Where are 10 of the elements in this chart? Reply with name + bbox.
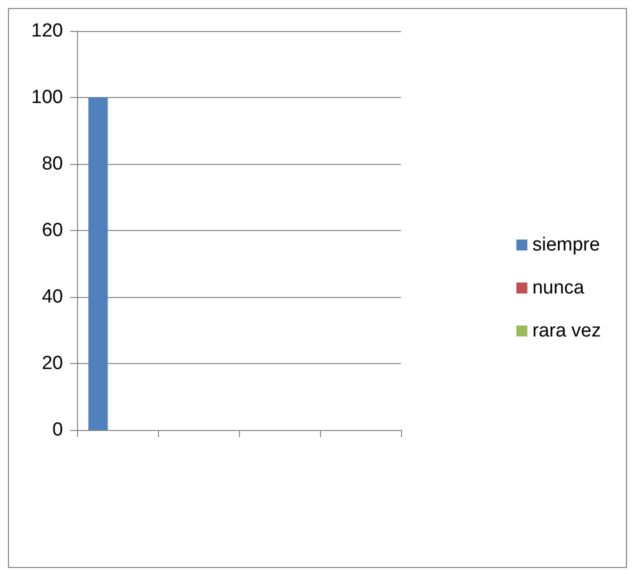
y-tick-label: 80 (42, 154, 63, 174)
y-tick-label: 20 (42, 353, 63, 374)
y-tick-label: 100 (31, 87, 63, 108)
legend-label: rara vez (532, 320, 602, 342)
y-tick-label: 40 (42, 286, 63, 308)
legend-label: siempre (532, 234, 600, 256)
y-tick-label: 120 (31, 20, 63, 42)
legend-label: nunca (532, 278, 585, 298)
y-tick-label: 0 (52, 420, 63, 440)
y-tick-label: 60 (42, 220, 63, 241)
